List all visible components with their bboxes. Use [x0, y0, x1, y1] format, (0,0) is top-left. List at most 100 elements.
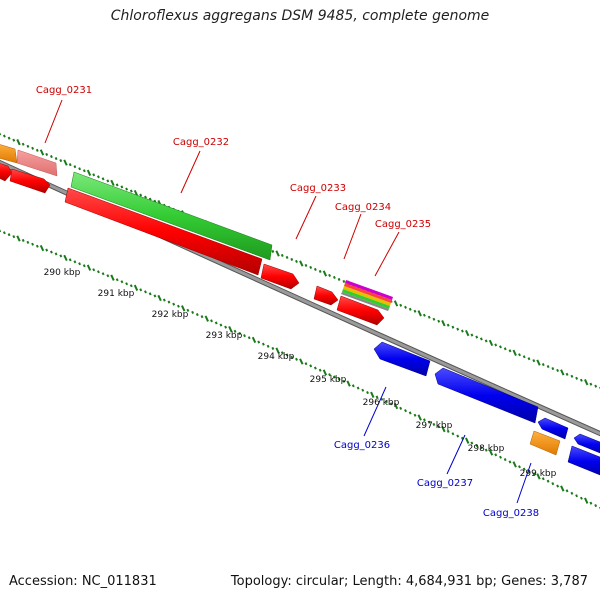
minor-tick: [54, 156, 58, 161]
gene-label-cagg-0237: Cagg_0237: [417, 478, 473, 489]
minor-tick: [399, 303, 403, 307]
minor-tick: [366, 390, 369, 395]
minor-tick: [290, 257, 294, 262]
gene-cagg-0231: [16, 149, 58, 177]
major-tick: [228, 326, 233, 333]
minor-tick: [570, 491, 574, 495]
minor-tick: [503, 347, 507, 351]
minor-tick: [49, 250, 53, 254]
minor-tick: [332, 275, 336, 280]
outer-tick-track: [0, 132, 600, 390]
minor-tick: [210, 319, 213, 323]
minor-tick: [589, 501, 593, 505]
minor-tick: [318, 269, 322, 274]
minor-tick: [427, 315, 431, 319]
minor-tick: [78, 262, 82, 266]
minor-tick: [243, 334, 246, 338]
major-tick: [39, 244, 45, 252]
minor-tick: [594, 503, 598, 508]
minor-tick: [162, 298, 166, 302]
gene-label-cagg-0235: Cagg_0235: [375, 219, 431, 230]
minor-tick: [120, 280, 124, 284]
minor-tick: [437, 425, 441, 429]
minor-tick: [494, 343, 498, 347]
minor-tick: [96, 175, 100, 179]
major-tick: [322, 369, 328, 376]
minor-tick: [125, 282, 129, 286]
minor-tick: [356, 386, 360, 390]
minor-tick: [332, 375, 336, 379]
minor-tick: [422, 418, 426, 422]
minor-tick: [413, 309, 417, 313]
minor-tick: [233, 329, 237, 333]
scale-label: 291 kbp: [98, 289, 135, 299]
minor-tick: [21, 238, 25, 243]
minor-tick: [470, 333, 474, 337]
minor-tick: [575, 494, 579, 498]
inner-tick-track: [0, 229, 600, 510]
gene-label-cagg-0238: Cagg_0238: [483, 508, 539, 519]
leader-lines: [44, 99, 532, 504]
minor-tick: [556, 368, 560, 373]
minor-tick: [479, 337, 483, 341]
major-tick: [157, 294, 162, 302]
minor-tick: [446, 429, 450, 433]
minor-tick: [129, 284, 133, 288]
gene-red-0235: [336, 295, 385, 326]
gene-blue-edge-1: [573, 433, 600, 454]
scale-label: 295 kbp: [310, 375, 347, 385]
minor-tick: [309, 364, 313, 368]
minor-tick: [271, 346, 275, 351]
major-tick: [512, 349, 517, 356]
minor-tick: [139, 193, 143, 197]
gene-red-long: [64, 187, 263, 276]
minor-tick: [518, 465, 521, 469]
gene-label-cagg-0233: Cagg_0233: [290, 183, 346, 194]
major-tick: [275, 347, 280, 354]
accession-label: Accession: NC_011831: [9, 574, 157, 589]
minor-tick: [351, 384, 355, 388]
minor-tick: [389, 402, 393, 406]
scale-label: 290 kbp: [44, 268, 81, 278]
gene-red-small-1: [0, 163, 13, 182]
minor-tick: [12, 138, 16, 142]
minor-tick: [304, 362, 308, 366]
minor-tick: [82, 169, 86, 173]
major-tick: [110, 274, 115, 281]
major-tick: [441, 425, 446, 433]
minor-tick: [404, 305, 407, 309]
minor-tick: [45, 152, 49, 157]
major-tick: [488, 339, 494, 347]
minor-tick: [565, 489, 569, 493]
major-tick: [417, 310, 422, 317]
minor-tick: [266, 344, 270, 348]
minor-tick: [456, 434, 460, 438]
minor-tick: [456, 327, 460, 331]
minor-tick: [257, 340, 261, 344]
gene-cagg-0237: [434, 367, 539, 424]
minor-tick: [408, 307, 412, 311]
minor-tick: [7, 136, 11, 140]
gene-cagg-0235-multicolor: [341, 280, 393, 311]
scale-label: 297 kbp: [416, 421, 453, 431]
gene-labels: Cagg_0231 Cagg_0232 Cagg_0233 Cagg_0234 Cagg…: [36, 85, 539, 519]
minor-tick: [437, 319, 441, 323]
minor-tick: [285, 255, 289, 260]
minor-tick: [219, 323, 223, 327]
minor-tick: [172, 302, 176, 306]
minor-tick: [200, 315, 204, 319]
scale-label: 299 kbp: [520, 469, 557, 479]
minor-tick: [271, 249, 275, 254]
gene-cagg-0238: [529, 430, 561, 456]
minor-tick: [96, 270, 100, 274]
minor-tick: [73, 165, 77, 169]
major-tick: [584, 497, 589, 504]
minor-tick: [399, 406, 403, 410]
gene-orange-0230: [0, 144, 18, 164]
minor-tick: [328, 373, 332, 377]
major-tick: [393, 402, 399, 410]
minor-tick: [522, 467, 526, 471]
major-tick: [488, 449, 494, 456]
gene-cagg-0236: [373, 341, 431, 377]
gene-cagg-0233: [260, 263, 300, 290]
